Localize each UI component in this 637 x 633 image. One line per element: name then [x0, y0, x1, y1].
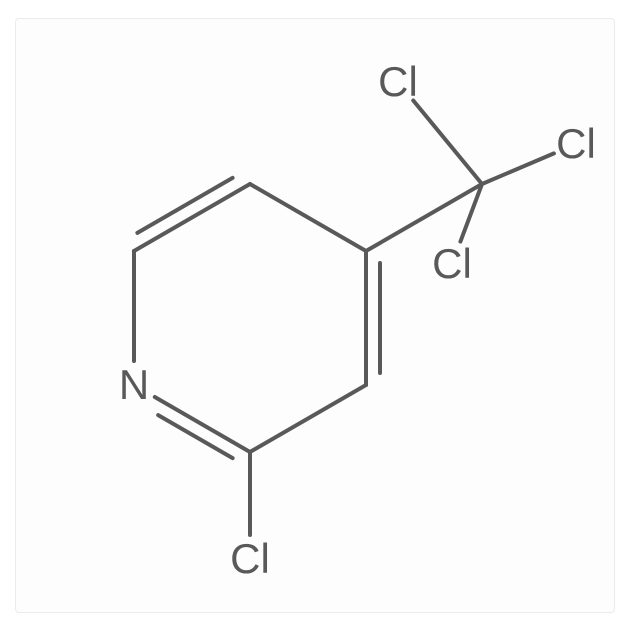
chemical-structure-diagram: N Cl Cl Cl Cl: [0, 0, 637, 633]
atom-cl: Cl: [556, 123, 596, 165]
bond-layer: [0, 0, 637, 633]
atom-cl: Cl: [378, 61, 418, 103]
atom-cl: Cl: [230, 538, 270, 580]
atom-cl: Cl: [432, 243, 472, 285]
atom-n: N: [119, 364, 149, 406]
